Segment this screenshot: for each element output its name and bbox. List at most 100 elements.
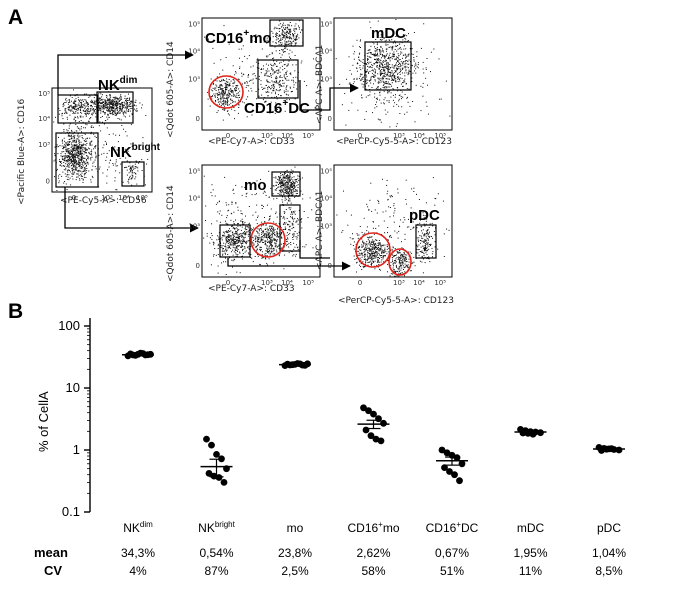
event-dot <box>126 105 128 107</box>
event-dot <box>449 115 451 117</box>
event-dot <box>222 79 224 80</box>
event-dot <box>71 160 73 162</box>
event-dot <box>75 155 77 156</box>
event-dot <box>286 85 288 87</box>
event-dot <box>400 48 402 50</box>
event-dot <box>398 57 399 59</box>
event-dot <box>226 81 228 83</box>
event-dot <box>78 99 79 101</box>
event-dot <box>265 258 267 260</box>
event-dot <box>264 235 266 237</box>
event-dot <box>80 128 82 130</box>
event-dot <box>101 105 103 107</box>
event-dot <box>391 76 393 78</box>
event-dot <box>280 42 281 44</box>
event-dot <box>282 34 284 36</box>
event-dot <box>272 84 274 86</box>
event-dot <box>400 51 402 53</box>
event-dot <box>54 146 56 148</box>
event-dot <box>234 228 236 230</box>
event-dot <box>261 229 262 231</box>
event-dot <box>67 148 69 150</box>
event-dot <box>65 176 67 178</box>
event-dot <box>237 250 238 252</box>
event-dot <box>237 223 238 225</box>
event-dot <box>119 100 120 102</box>
event-dot <box>374 254 376 256</box>
event-dot <box>268 246 270 248</box>
event-dot <box>121 109 123 111</box>
event-dot <box>270 228 272 230</box>
event-dot <box>393 261 395 263</box>
event-dot <box>381 259 383 261</box>
event-dot <box>381 53 383 55</box>
event-dot <box>379 119 381 121</box>
event-dot <box>277 227 279 229</box>
event-dot <box>391 85 392 87</box>
event-dot <box>85 149 87 151</box>
event-dot <box>397 61 398 62</box>
event-dot <box>228 240 230 242</box>
event-dot <box>289 87 291 89</box>
event-dot <box>65 160 67 162</box>
event-dot <box>67 141 69 143</box>
event-dot <box>232 234 234 235</box>
event-dot <box>257 58 259 60</box>
event-dot <box>222 95 224 97</box>
event-dot <box>366 236 368 238</box>
event-dot <box>285 46 287 48</box>
event-dot <box>286 177 288 179</box>
event-dot <box>395 261 397 263</box>
event-dot <box>422 86 424 88</box>
event-dot <box>281 186 283 188</box>
panel-label-b: B <box>8 300 23 323</box>
event-dot <box>103 107 104 109</box>
event-dot <box>135 110 137 112</box>
event-dot <box>269 81 271 83</box>
event-dot <box>238 235 240 237</box>
event-dot <box>290 184 292 186</box>
event-dot <box>309 197 311 199</box>
event-dot <box>399 258 401 260</box>
event-dot <box>98 93 100 95</box>
event-dot <box>358 254 360 256</box>
event-dot <box>111 101 113 103</box>
event-dot <box>366 245 368 247</box>
event-dot <box>278 179 280 181</box>
event-dot <box>400 65 402 67</box>
event-dot <box>66 144 68 146</box>
event-dot <box>244 221 246 223</box>
event-dot <box>264 234 266 235</box>
event-dot <box>280 180 282 182</box>
event-dot <box>392 80 394 81</box>
event-dot <box>82 164 84 166</box>
event-dot <box>221 246 223 248</box>
event-dot <box>108 162 110 164</box>
event-dot <box>99 101 101 103</box>
event-dot <box>276 89 278 91</box>
event-dot <box>402 85 404 87</box>
event-dot <box>110 99 112 101</box>
event-dot <box>106 101 108 103</box>
event-dot <box>75 169 77 171</box>
event-dot <box>417 64 419 66</box>
event-dot <box>394 102 396 104</box>
event-dot <box>245 225 247 227</box>
event-dot <box>395 19 397 20</box>
event-dot <box>224 98 226 100</box>
event-dot <box>83 157 85 159</box>
event-dot <box>245 98 247 100</box>
event-dot <box>256 245 258 247</box>
event-dot <box>379 77 381 79</box>
event-dot <box>91 151 93 153</box>
event-dot <box>113 104 115 106</box>
event-dot <box>288 207 290 209</box>
event-dot <box>362 86 364 88</box>
event-dot <box>384 249 386 251</box>
event-dot <box>225 239 227 241</box>
event-dot <box>307 217 309 219</box>
event-dot <box>303 211 305 212</box>
event-dot <box>257 240 259 242</box>
event-dot <box>78 166 80 167</box>
event-dot <box>288 176 290 178</box>
